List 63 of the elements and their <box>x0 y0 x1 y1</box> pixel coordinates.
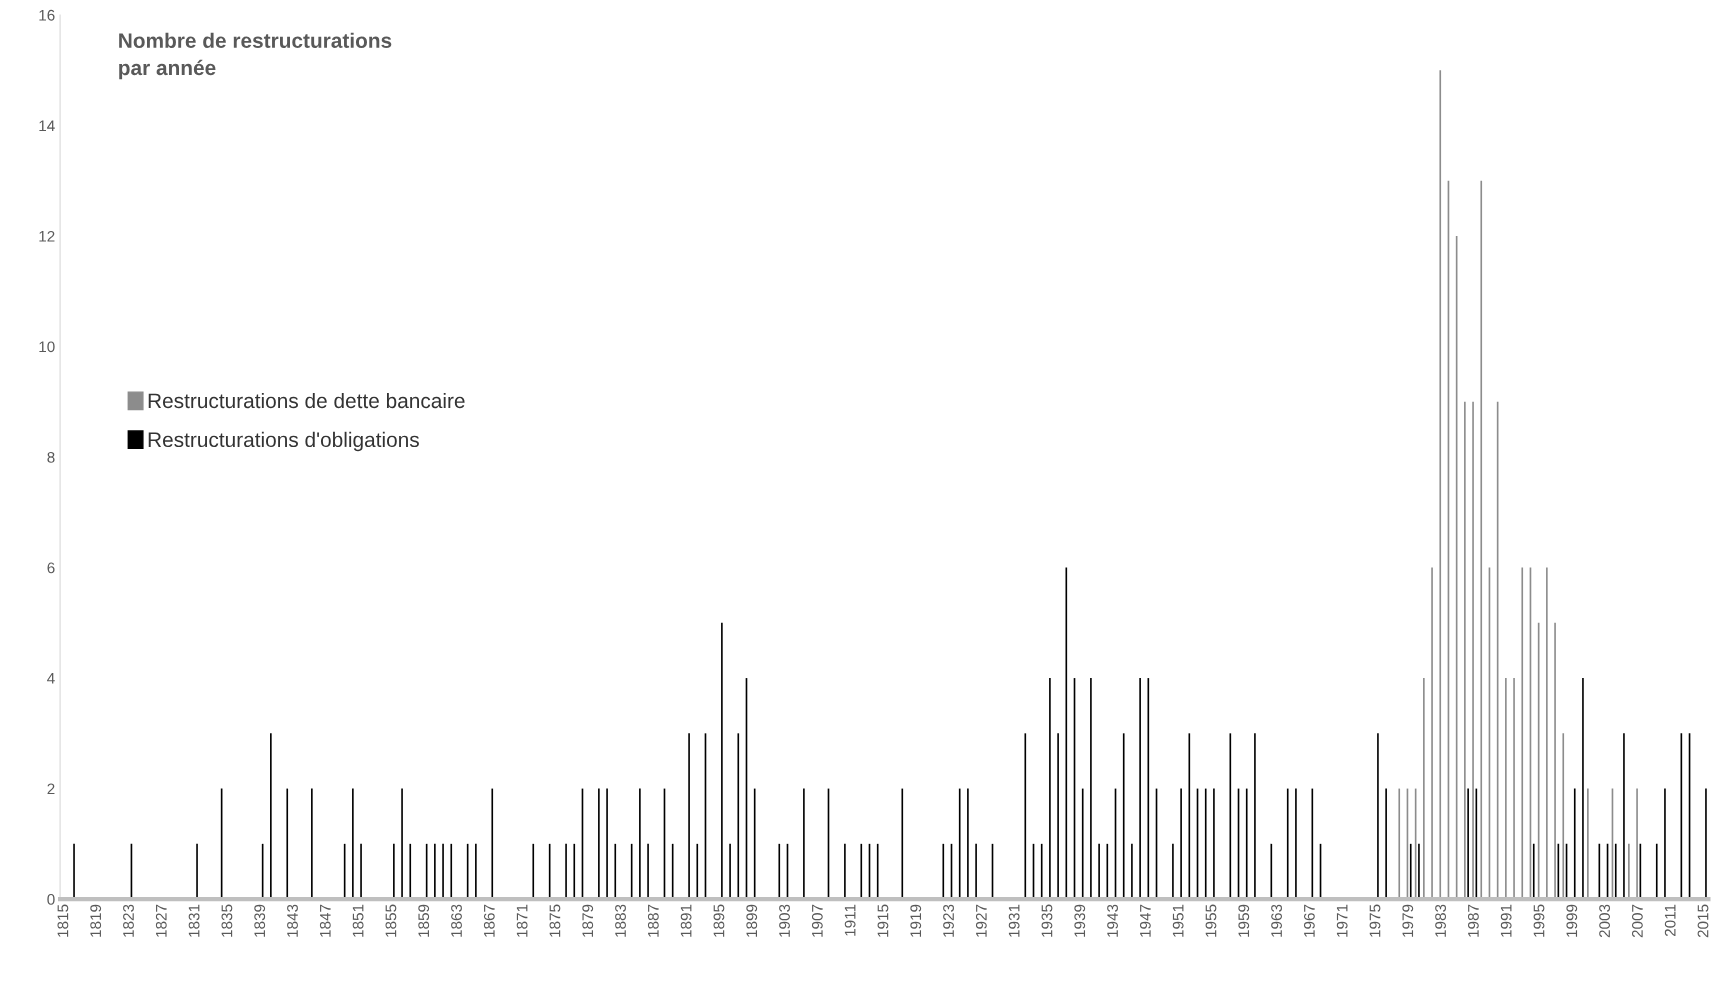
y-tick-label: 8 <box>47 451 55 463</box>
x-tick-label: 1935 <box>1041 904 1053 937</box>
x-tick-label: 1827 <box>155 904 167 937</box>
y-tick-label: 10 <box>39 341 55 353</box>
x-tick-label: 1823 <box>123 904 134 937</box>
y-tick-label: 16 <box>39 9 55 21</box>
x-tick-label: 1955 <box>1205 904 1217 937</box>
x-tick-label: 1939 <box>1074 904 1086 937</box>
x-tick-label: 1867 <box>483 904 495 937</box>
x-tick-label: 1911 <box>844 904 856 936</box>
x-tick-label: 1855 <box>385 904 397 937</box>
y-tick-label: 12 <box>39 230 55 242</box>
y-tick-label: 0 <box>47 893 55 905</box>
x-tick-label: 1915 <box>877 904 889 937</box>
x-tick-label: 1835 <box>221 904 233 937</box>
y-tick-label: 14 <box>39 120 55 132</box>
y-tick-label: 6 <box>47 562 55 574</box>
x-tick-label: 2003 <box>1599 904 1611 938</box>
x-tick-label: 1983 <box>1435 904 1446 937</box>
x-tick-label: 1931 <box>1008 904 1020 937</box>
x-tick-label: 1819 <box>90 904 102 937</box>
y-tick-label: 4 <box>47 673 55 684</box>
x-tick-label: 1967 <box>1303 904 1315 937</box>
text: Nombre de restructurations par année <box>119 32 392 80</box>
legend-label: Restructurations d'obligations <box>148 431 419 452</box>
x-tick-label: 1891 <box>680 904 692 937</box>
x-tick-label: 1903 <box>779 904 790 937</box>
x-tick-label: 1831 <box>188 904 200 937</box>
x-tick-label: 1947 <box>1139 904 1151 937</box>
legend-label: Restructurations de dette bancaire <box>148 392 465 409</box>
x-tick-label: 1943 <box>1107 904 1118 937</box>
x-tick-label: 1951 <box>1172 904 1184 937</box>
x-tick-label: 1959 <box>1238 904 1250 937</box>
x-tick-label: 1991 <box>1500 904 1512 937</box>
x-tick-label: 1927 <box>975 904 987 937</box>
x-tick-label: 1979 <box>1402 904 1414 937</box>
x-tick-label: 1875 <box>549 904 561 937</box>
x-tick-label: 1847 <box>319 904 331 937</box>
x-tick-label: 1859 <box>418 904 430 937</box>
x-tick-label: 1851 <box>352 904 364 937</box>
x-tick-label: 1883 <box>615 904 626 937</box>
x-tick-label: 1863 <box>451 904 462 937</box>
x-tick-label: 1919 <box>910 904 922 937</box>
x-tick-label: 1971 <box>1336 904 1348 937</box>
x-tick-label: 1987 <box>1467 904 1479 937</box>
x-tick-label: 2015 <box>1697 904 1709 938</box>
x-tick-label: 2011 <box>1664 904 1676 937</box>
x-tick-label: 1879 <box>582 904 594 937</box>
x-tick-label: 1815 <box>57 904 69 937</box>
x-tick-label: 1963 <box>1271 904 1282 937</box>
x-tick-label: 1871 <box>516 904 528 937</box>
x-tick-label: 1907 <box>811 904 823 937</box>
x-tick-label: 1923 <box>943 904 954 937</box>
x-tick-label: 1839 <box>254 904 266 937</box>
x-tick-label: 1843 <box>287 904 298 937</box>
y-tick-label: 2 <box>47 783 55 795</box>
x-tick-label: 1899 <box>746 904 758 937</box>
x-tick-label: 1999 <box>1566 904 1578 937</box>
x-tick-label: 1975 <box>1369 904 1381 937</box>
x-tick-label: 2007 <box>1631 904 1643 938</box>
x-tick-label: 1995 <box>1533 904 1545 937</box>
x-tick-label: 1887 <box>647 904 659 937</box>
x-tick-label: 1895 <box>713 904 725 937</box>
